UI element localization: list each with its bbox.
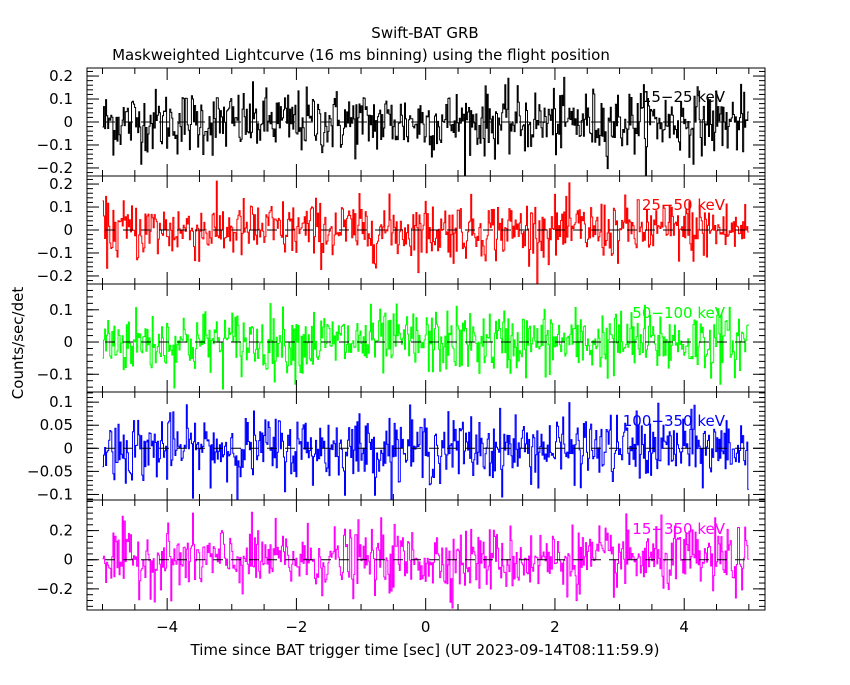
y-tick-label: 0.1 <box>49 301 73 319</box>
energy-band-label: 50−100 keV <box>632 304 725 322</box>
panel-25-50-kev: −0.2 −0.1 0 0.1 0.2 25−50 keV <box>37 175 766 285</box>
y-tick-label: 0 <box>63 333 73 351</box>
panel-100-350-kev: −0.1 −0.05 0 0.05 0.1 100−350 keV <box>27 391 766 503</box>
y-tick-label: 0.2 <box>49 522 73 540</box>
y-tick-label: 0.1 <box>49 198 73 216</box>
x-tick-label: −4 <box>156 618 178 636</box>
chart-subtitle: Maskweighted Lightcurve (16 ms binning) … <box>112 46 610 64</box>
y-tick-label: −0.1 <box>37 244 73 262</box>
y-tick-label: −0.1 <box>37 365 73 383</box>
series-line <box>102 180 749 285</box>
energy-band-label: 15−350 keV <box>632 520 725 538</box>
y-tick-label: 0.1 <box>49 90 73 108</box>
x-tick-label: −2 <box>285 618 307 636</box>
panel-15-25-kev: −0.2 −0.1 0 0.1 0.2 15−25 keV <box>37 67 766 177</box>
y-tick-label: 0 <box>63 551 73 569</box>
x-tick-label: 2 <box>550 618 560 636</box>
series-line <box>102 303 749 390</box>
y-tick-label: 0.05 <box>40 416 73 434</box>
y-tick-label: −0.2 <box>37 267 73 285</box>
panel-15-350-kev: −0.2 0 0.2 15−350 keV <box>37 499 766 611</box>
y-tick-label: −0.2 <box>37 580 73 598</box>
energy-band-label: 15−25 keV <box>642 88 726 106</box>
y-tick-label: 0.1 <box>49 393 73 411</box>
x-axis-label: Time since BAT trigger time [sec] (UT 20… <box>190 641 660 659</box>
y-tick-label: 0 <box>63 221 73 239</box>
chart-title: Swift-BAT GRB <box>371 24 478 42</box>
y-tick-label: −0.1 <box>37 136 73 154</box>
series-line <box>102 402 749 501</box>
energy-band-label: 25−50 keV <box>642 196 726 214</box>
energy-band-label: 100−350 keV <box>623 412 726 430</box>
x-tick-label: 4 <box>679 618 689 636</box>
series-line <box>102 76 749 177</box>
y-tick-label: 0 <box>63 439 73 457</box>
x-tick-label: 0 <box>421 618 431 636</box>
y-tick-label: −0.2 <box>37 159 73 177</box>
y-tick-label: 0.2 <box>49 67 73 85</box>
y-tick-label: 0 <box>63 113 73 131</box>
series-line <box>102 511 749 609</box>
y-tick-label: 0.2 <box>49 175 73 193</box>
y-tick-label: −0.05 <box>27 462 73 480</box>
panel-50-100-kev: −0.1 0 0.1 50−100 keV <box>37 283 766 393</box>
y-axis-label: Counts/sec/det <box>9 287 27 400</box>
y-tick-label: −0.1 <box>37 485 73 503</box>
